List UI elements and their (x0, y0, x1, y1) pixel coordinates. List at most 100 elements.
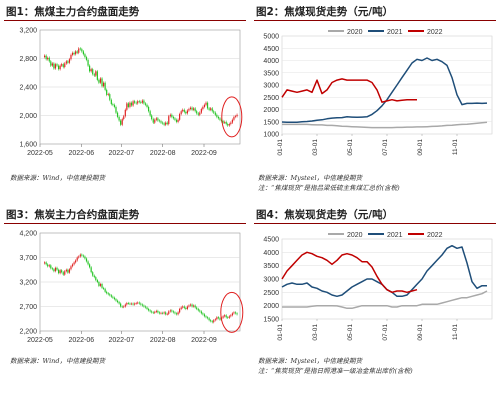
candle (89, 65, 91, 72)
candle (89, 264, 91, 268)
candle (194, 305, 196, 308)
candle (214, 112, 216, 115)
candle (118, 116, 120, 121)
candle (146, 104, 148, 107)
candle (99, 78, 102, 83)
candle (217, 317, 220, 319)
candle (144, 103, 147, 105)
candle (206, 102, 209, 109)
candle (129, 303, 131, 305)
candle (208, 108, 210, 110)
candle (96, 280, 98, 282)
candle (161, 312, 164, 314)
candle (120, 120, 122, 125)
candle (189, 107, 192, 110)
candle (113, 104, 116, 107)
y-tick-label: 3500 (263, 263, 279, 270)
candle (152, 312, 154, 314)
candle (151, 115, 153, 120)
candle (233, 116, 235, 120)
candle (206, 317, 209, 319)
candle (109, 94, 111, 100)
highlight-circle (221, 96, 243, 138)
candle (87, 261, 89, 265)
candle (222, 121, 224, 123)
candle (179, 114, 181, 120)
candle (106, 291, 108, 294)
candle (163, 312, 165, 314)
candle (68, 59, 71, 63)
candle (48, 57, 50, 62)
candle (135, 102, 137, 104)
legend-label: 2022 (427, 232, 443, 239)
candle (158, 312, 161, 314)
line-chart: 1000 1500 2000 2500 3000 3500 4000 4500 5000 01-0… (263, 29, 493, 156)
candle (57, 65, 60, 70)
x-tick-label: 2022-06 (68, 150, 94, 157)
candle (118, 302, 120, 304)
x-tick-label: 01-01 (277, 324, 284, 341)
candle (110, 99, 112, 105)
candle (140, 101, 142, 103)
candle (71, 264, 74, 267)
candle (203, 314, 206, 317)
candle (234, 312, 237, 314)
candle (64, 63, 66, 68)
candle (224, 121, 226, 123)
legend-label: 2021 (387, 232, 403, 239)
candle (73, 262, 75, 265)
title-rule (4, 223, 246, 224)
candle (107, 293, 109, 295)
candle (130, 102, 133, 106)
x-tick-label: 2022-08 (150, 150, 176, 157)
x-tick-label: 01-01 (277, 139, 284, 156)
x-tick-label: 09-01 (417, 324, 424, 341)
candle (166, 313, 168, 315)
candle (200, 109, 202, 113)
candle (67, 61, 69, 63)
x-tick-label: 09-01 (417, 139, 424, 156)
y-tick-label: 5000 (263, 34, 279, 41)
candle (225, 121, 227, 125)
candle (154, 119, 156, 123)
candle (59, 65, 61, 70)
candle (124, 109, 126, 117)
candle (132, 101, 134, 106)
candle (126, 103, 128, 110)
candle (104, 288, 106, 292)
y-tick-label: 3,200 (19, 280, 37, 287)
y-tick-label: 2,000 (19, 113, 37, 120)
candle (123, 306, 125, 308)
candle (152, 119, 154, 123)
candle (134, 101, 136, 103)
candle (169, 310, 171, 312)
title-rule (254, 223, 496, 224)
candle (183, 306, 185, 308)
candle (115, 299, 117, 301)
candle (116, 112, 119, 117)
candle (217, 116, 220, 119)
source-note: 数据来源：Mysteel，中信建投期货 (258, 357, 363, 365)
candle (185, 307, 187, 309)
y-tick-label: 2500 (263, 95, 279, 102)
candle (84, 256, 86, 259)
candle (205, 102, 207, 105)
candle (211, 321, 213, 323)
candle (174, 118, 176, 120)
candle (65, 61, 67, 64)
candle (101, 283, 103, 288)
candle (44, 55, 46, 58)
candle (110, 295, 112, 297)
x-tick-label: 07-01 (382, 324, 389, 341)
candle (158, 120, 161, 122)
candle (210, 320, 212, 322)
candle (134, 303, 136, 305)
candle (71, 52, 74, 55)
x-tick-label: 07-01 (382, 139, 389, 156)
candle (50, 265, 52, 269)
candle (216, 114, 218, 117)
candle (107, 94, 109, 95)
candle (104, 82, 106, 90)
candle (197, 308, 199, 311)
y-tick-label: 1,600 (19, 142, 37, 149)
